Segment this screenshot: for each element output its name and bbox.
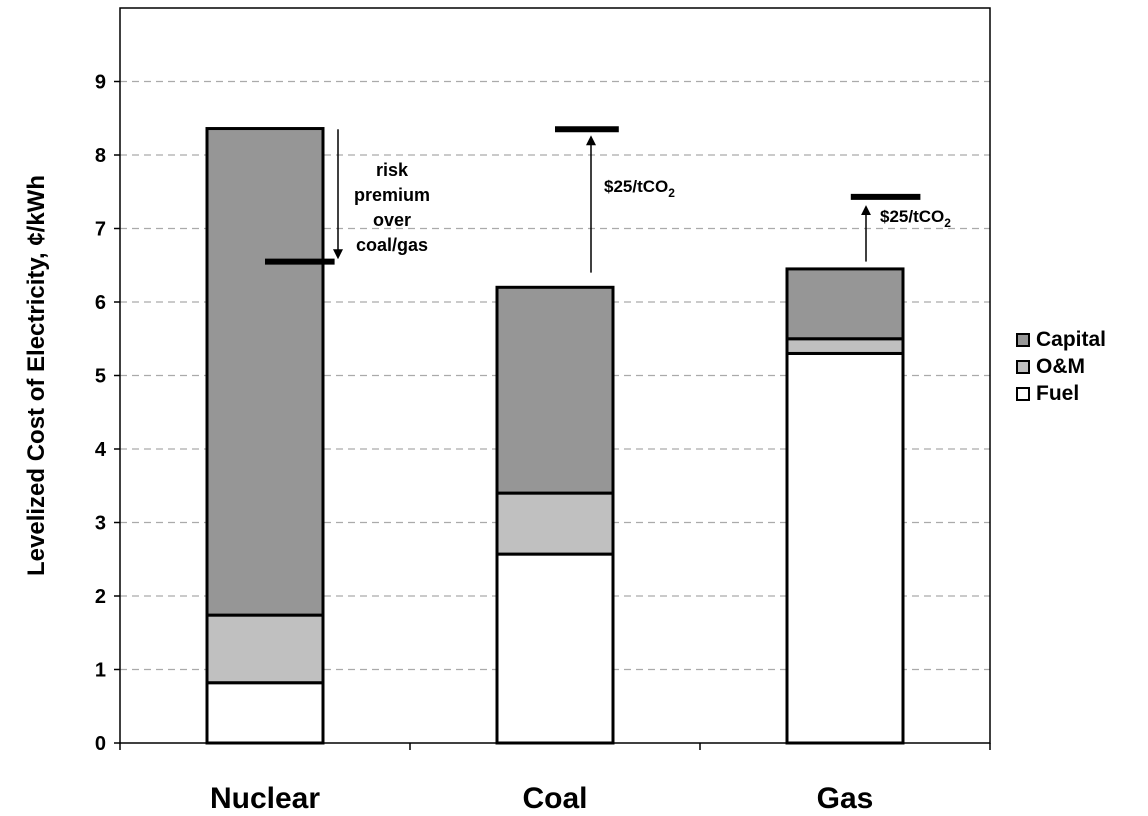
bar-fuel-coal — [495, 552, 615, 745]
legend-label-om: O&M — [1036, 354, 1085, 378]
y-tick-label: 3 — [95, 513, 106, 535]
annotation-coal-co2: $25/tCO2 — [604, 177, 675, 200]
annotation-risk-premium-line: over — [373, 210, 411, 230]
bar-capital-coal — [495, 285, 615, 495]
y-tick-label: 6 — [95, 292, 106, 314]
legend-item-capital: Capital — [1016, 326, 1106, 353]
bar-om-gas — [785, 337, 905, 355]
legend-swatch-om — [1016, 359, 1030, 374]
y-tick-label: 1 — [95, 660, 106, 682]
bar-capital-nuclear — [205, 127, 325, 617]
legend-item-om: O&M — [1016, 353, 1106, 380]
y-tick-label: 7 — [95, 219, 106, 241]
y-tick-label: 5 — [95, 366, 106, 388]
legend-item-fuel: Fuel — [1016, 380, 1106, 407]
annotation-risk-premium-line: premium — [354, 185, 430, 205]
legend-label-capital: Capital — [1036, 327, 1107, 351]
bar-om-nuclear — [205, 613, 325, 685]
bar-fuel-nuclear — [205, 681, 325, 745]
legend-swatch-capital — [1016, 332, 1030, 347]
bar-fuel-gas — [785, 351, 905, 745]
bar-capital-gas — [785, 267, 905, 341]
bar-om-coal — [495, 491, 615, 556]
y-axis-label: Levelized Cost of Electricity, ¢/kWh — [23, 175, 50, 576]
annotation-risk-premium-line: coal/gas — [356, 235, 428, 255]
x-tick-label: Coal — [522, 782, 587, 811]
legend-swatch-fuel — [1016, 386, 1030, 401]
x-tick-label: Nuclear — [210, 782, 320, 811]
y-tick-label: 0 — [95, 733, 106, 755]
legend: Capital O&M Fuel — [1016, 326, 1106, 407]
legend-label-fuel: Fuel — [1036, 381, 1080, 405]
y-tick-label: 9 — [95, 72, 106, 94]
y-tick-label: 8 — [95, 145, 106, 167]
y-tick-label: 2 — [95, 586, 106, 608]
annotation-gas-co2: $25/tCO2 — [880, 207, 951, 230]
x-tick-label: Gas — [817, 782, 874, 811]
y-tick-label: 4 — [95, 439, 107, 461]
annotation-risk-premium-line: risk — [376, 160, 409, 180]
